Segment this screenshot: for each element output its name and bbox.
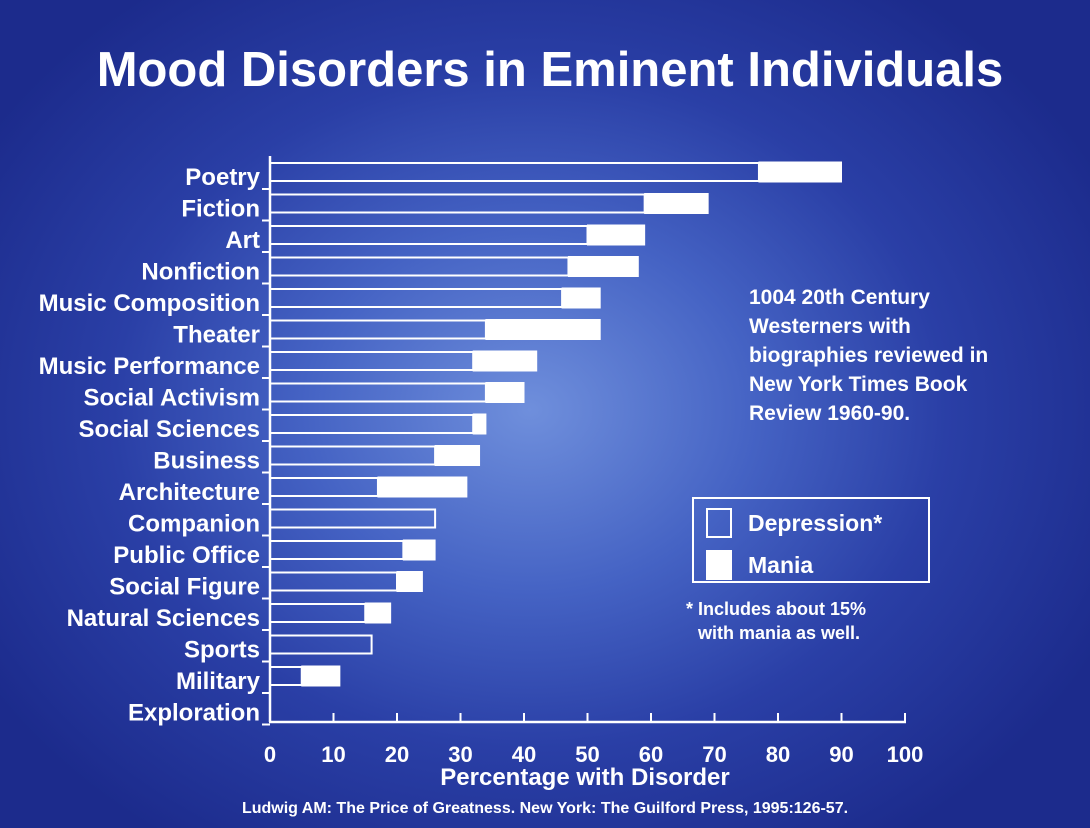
chart-title: Mood Disorders in Eminent Individuals — [96, 43, 1004, 97]
x-tick-label: 40 — [512, 742, 536, 767]
depression-bar — [269, 445, 437, 466]
depression-bar — [269, 193, 646, 214]
category-label: Social Sciences — [79, 416, 260, 443]
depression-bar — [269, 571, 398, 592]
category-label: Poetry — [185, 164, 260, 191]
legend-label-mania: Mania — [748, 551, 814, 578]
source-citation: Ludwig AM: The Price of Greatness. New Y… — [241, 800, 849, 817]
depression-bar — [269, 540, 405, 560]
x-tick-label: 80 — [766, 742, 790, 767]
mania-bar — [472, 350, 538, 372]
mania-swatch — [706, 550, 732, 580]
category-label: Natural Sciences — [67, 605, 260, 632]
mania-bar — [472, 413, 487, 435]
depression-bar — [269, 414, 475, 434]
category-label: Exploration — [128, 700, 260, 727]
sample-note: 1004 20th Century Westerners with biogra… — [749, 286, 989, 425]
x-tick-label: 50 — [575, 742, 599, 767]
x-tick-label: 30 — [448, 742, 472, 767]
mania-bar — [587, 224, 646, 246]
depression-bar — [269, 256, 570, 277]
category-label: Art — [225, 227, 260, 254]
legend-item-depression: Depression* — [706, 507, 882, 539]
x-tick-label: 20 — [385, 742, 409, 767]
depression-bar — [269, 508, 437, 529]
x-tick-label: 90 — [829, 742, 853, 767]
mania-bar — [561, 287, 601, 309]
category-label: Public Office — [113, 542, 260, 569]
category-label: Military — [176, 668, 261, 695]
category-label: Social Activism — [83, 385, 260, 412]
depression-bar — [269, 225, 589, 245]
depression-bar — [269, 288, 564, 308]
category-label: Business — [153, 448, 260, 475]
legend: Depression* Mania — [692, 497, 930, 583]
mania-bar — [567, 256, 639, 277]
depression-bar — [269, 382, 487, 403]
category-label: Fiction — [181, 196, 260, 223]
mania-bar — [364, 602, 392, 624]
x-axis-label: Percentage with Disorder — [440, 764, 730, 791]
depression-bar — [269, 666, 303, 686]
category-label: Music Performance — [39, 353, 260, 380]
category-label: Sports — [184, 637, 260, 664]
mania-bar — [485, 382, 525, 403]
mania-bar — [396, 571, 423, 592]
mania-bar — [644, 193, 709, 214]
x-tick-label: 100 — [887, 742, 924, 767]
x-tick-label: 60 — [639, 742, 663, 767]
mania-bar — [758, 161, 843, 183]
category-label: Companion — [128, 511, 260, 538]
mania-bar — [402, 539, 436, 561]
depression-bar — [269, 319, 487, 340]
category-label: Music Composition — [39, 290, 260, 317]
category-label: Nonfiction — [141, 259, 260, 286]
x-tick-label: 70 — [702, 742, 726, 767]
mania-bar — [301, 665, 341, 687]
depression-bar — [269, 634, 373, 655]
depression-bar — [269, 603, 367, 623]
category-label: Social Figure — [109, 574, 260, 601]
footnote-line-2: with mania as well. — [698, 623, 861, 643]
depression-bar — [269, 162, 760, 182]
depression-bar — [269, 477, 379, 497]
mania-bar — [377, 476, 468, 498]
legend-item-mania: Mania — [706, 549, 813, 581]
depression-bar — [269, 351, 475, 371]
legend-label-depression: Depression* — [748, 509, 883, 536]
mania-bar — [434, 445, 481, 466]
category-label: Theater — [173, 322, 260, 349]
depression-swatch — [706, 508, 732, 538]
x-tick-label: 0 — [264, 742, 276, 767]
footnote: * Includes about 15% with mania as well. — [686, 597, 946, 645]
x-tick-label: 10 — [321, 742, 345, 767]
mania-bar — [485, 319, 601, 340]
category-label: Architecture — [119, 479, 260, 506]
footnote-line-1: * Includes about 15% — [686, 599, 867, 619]
